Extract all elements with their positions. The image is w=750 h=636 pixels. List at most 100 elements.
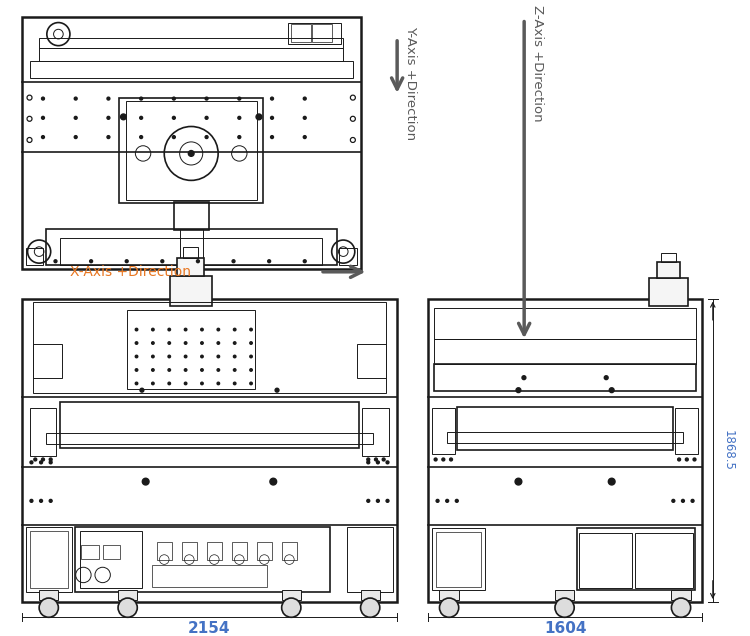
Circle shape	[90, 259, 92, 263]
Circle shape	[168, 328, 170, 331]
Circle shape	[350, 116, 355, 121]
Circle shape	[135, 356, 138, 358]
Bar	[60, 402, 358, 448]
Bar	[82, 545, 99, 558]
Circle shape	[692, 499, 694, 502]
Circle shape	[352, 118, 354, 120]
Circle shape	[303, 259, 306, 263]
Circle shape	[184, 382, 187, 385]
Circle shape	[271, 97, 274, 100]
Circle shape	[455, 499, 458, 502]
Bar	[46, 432, 373, 444]
Bar	[291, 24, 310, 42]
Circle shape	[376, 461, 380, 464]
Circle shape	[271, 116, 274, 120]
Circle shape	[436, 499, 439, 502]
Bar	[436, 532, 481, 586]
Circle shape	[268, 259, 271, 263]
Bar	[174, 202, 208, 230]
Circle shape	[152, 382, 154, 385]
Circle shape	[555, 598, 574, 618]
Bar	[29, 530, 68, 588]
Circle shape	[256, 114, 262, 120]
Circle shape	[30, 461, 33, 464]
Circle shape	[152, 369, 154, 371]
Circle shape	[30, 499, 33, 502]
Bar	[39, 38, 344, 48]
Circle shape	[201, 382, 203, 385]
Circle shape	[140, 97, 142, 100]
Circle shape	[238, 116, 241, 120]
Circle shape	[160, 259, 164, 263]
Text: Z-Axis +Direction: Z-Axis +Direction	[531, 5, 544, 122]
Text: 2154: 2154	[188, 621, 231, 636]
Circle shape	[250, 382, 252, 385]
Circle shape	[206, 97, 208, 100]
Bar	[282, 590, 301, 600]
Circle shape	[275, 388, 279, 392]
Circle shape	[442, 458, 445, 461]
Circle shape	[361, 598, 380, 618]
Circle shape	[125, 259, 128, 263]
Circle shape	[352, 97, 354, 99]
Circle shape	[350, 95, 355, 100]
Circle shape	[201, 342, 203, 344]
Bar	[313, 24, 332, 42]
Bar	[232, 543, 247, 560]
Circle shape	[196, 259, 200, 263]
Circle shape	[352, 139, 354, 141]
Bar	[671, 590, 691, 600]
Bar	[675, 408, 698, 453]
Bar	[206, 543, 222, 560]
Circle shape	[434, 458, 437, 461]
Bar	[39, 590, 58, 600]
Bar	[26, 248, 43, 265]
Circle shape	[27, 95, 32, 100]
Bar	[33, 344, 62, 378]
Bar	[433, 339, 697, 364]
Text: 1604: 1604	[544, 621, 586, 636]
Text: Y-Axis +Direction: Y-Axis +Direction	[404, 27, 417, 141]
Circle shape	[206, 116, 208, 120]
Circle shape	[168, 356, 170, 358]
Bar	[661, 252, 676, 262]
Circle shape	[135, 382, 138, 385]
Bar	[650, 277, 688, 307]
Bar	[577, 528, 694, 590]
Circle shape	[54, 259, 57, 263]
Circle shape	[121, 114, 126, 120]
Circle shape	[693, 458, 696, 461]
Circle shape	[367, 458, 370, 461]
Circle shape	[217, 369, 220, 371]
Circle shape	[41, 458, 44, 461]
Bar	[357, 344, 386, 378]
Circle shape	[34, 458, 37, 461]
Circle shape	[671, 598, 691, 618]
Circle shape	[184, 342, 187, 344]
Circle shape	[233, 369, 236, 371]
Circle shape	[233, 328, 236, 331]
Circle shape	[168, 382, 170, 385]
Bar	[432, 528, 484, 590]
Circle shape	[217, 356, 220, 358]
Bar	[182, 543, 197, 560]
Bar	[579, 532, 632, 588]
Circle shape	[140, 116, 142, 120]
Circle shape	[118, 598, 137, 618]
Circle shape	[50, 461, 52, 464]
Bar	[282, 543, 297, 560]
Circle shape	[140, 388, 144, 392]
Circle shape	[374, 458, 377, 461]
Circle shape	[376, 499, 380, 502]
Bar	[80, 530, 142, 588]
Bar	[29, 61, 352, 78]
Bar	[440, 590, 459, 600]
Bar	[22, 299, 398, 602]
Circle shape	[201, 369, 203, 371]
Circle shape	[238, 135, 241, 139]
Circle shape	[303, 135, 306, 139]
Circle shape	[386, 461, 389, 464]
Circle shape	[217, 342, 220, 344]
Circle shape	[367, 461, 370, 464]
Text: 1868.5: 1868.5	[722, 430, 734, 471]
